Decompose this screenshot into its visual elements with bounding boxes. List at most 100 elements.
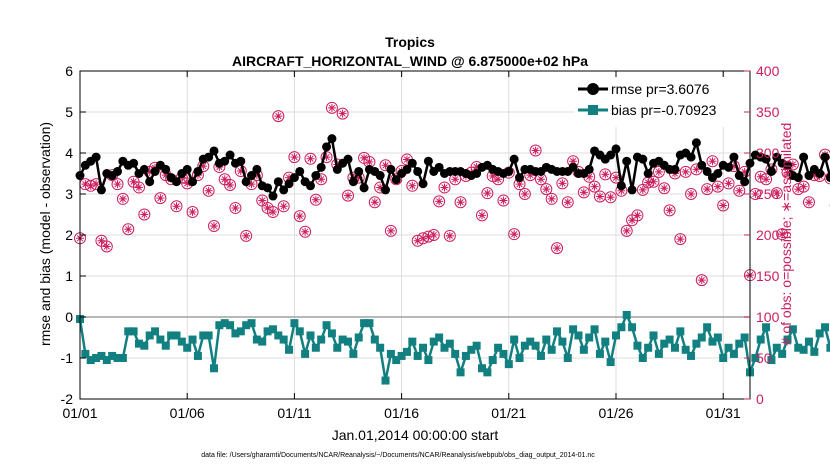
x-axis-label: Jan.01,2014 00:00:00 start bbox=[332, 427, 499, 443]
rmse-point bbox=[402, 164, 412, 174]
obs-assimilated-point bbox=[365, 158, 374, 167]
rmse-point bbox=[241, 177, 251, 187]
rmse-point bbox=[161, 164, 171, 174]
obs-possible-point bbox=[508, 228, 521, 241]
rmse-point bbox=[804, 171, 814, 181]
rmse-point bbox=[825, 173, 830, 183]
obs-assimilated-point bbox=[268, 208, 277, 217]
bias-point bbox=[461, 351, 470, 360]
bias-point bbox=[108, 351, 117, 360]
obs-assimilated-point bbox=[145, 167, 154, 176]
bias-point bbox=[301, 349, 310, 358]
rmse-point bbox=[606, 150, 616, 160]
obs-assimilated-point bbox=[740, 167, 749, 176]
bias-point bbox=[531, 341, 540, 350]
obs-possible-point bbox=[240, 229, 253, 242]
obs-possible-point bbox=[325, 101, 338, 114]
bias-point bbox=[252, 335, 261, 344]
bias-point bbox=[762, 323, 771, 332]
obs-assimilated-point bbox=[402, 155, 411, 164]
obs-possible-point bbox=[620, 224, 633, 237]
obs-assimilated-point bbox=[440, 183, 449, 192]
obs-assimilated-point bbox=[794, 185, 803, 194]
obs-possible-point bbox=[674, 233, 687, 246]
obs-possible-point bbox=[556, 177, 569, 190]
obs-possible-point bbox=[711, 180, 724, 193]
rmse-point bbox=[702, 166, 712, 176]
obs-possible-point bbox=[186, 206, 199, 219]
obs-possible-point bbox=[138, 208, 151, 221]
rmse-point bbox=[509, 154, 519, 164]
x-tick-label: 01/16 bbox=[384, 405, 419, 421]
bias-point bbox=[563, 354, 572, 362]
obs-assimilated-point bbox=[161, 171, 170, 180]
obs-assimilated-point bbox=[751, 190, 760, 198]
bias-point bbox=[687, 351, 696, 360]
obs-possible-point bbox=[443, 229, 456, 242]
obs-assimilated-point bbox=[156, 194, 165, 203]
rmse-point bbox=[252, 164, 262, 174]
obs-possible-point bbox=[208, 219, 220, 232]
obs-assimilated-point bbox=[810, 171, 819, 180]
bias-point bbox=[456, 368, 465, 377]
x-tick-label: 01/06 bbox=[170, 405, 205, 421]
bias-point bbox=[424, 356, 433, 365]
bias-point bbox=[279, 335, 288, 344]
rmse-point bbox=[622, 156, 632, 166]
x-tick-label: 01/01 bbox=[62, 405, 97, 421]
rmse-point bbox=[799, 152, 809, 162]
rmse-point bbox=[740, 177, 750, 187]
y-right-tick-label: 300 bbox=[756, 145, 780, 161]
obs-possible-point bbox=[272, 110, 285, 123]
obs-assimilated-point bbox=[445, 231, 454, 240]
bias-point bbox=[188, 335, 197, 344]
obs-possible-point bbox=[561, 196, 574, 209]
bias-point bbox=[92, 354, 101, 362]
bias-point bbox=[510, 335, 519, 344]
bias-point bbox=[413, 351, 422, 360]
bias-point bbox=[681, 345, 690, 354]
obs-possible-point bbox=[652, 165, 665, 178]
bias-point bbox=[183, 343, 192, 352]
bias-point bbox=[344, 337, 352, 346]
obs-possible-point bbox=[368, 196, 381, 209]
obs-possible-point bbox=[663, 204, 676, 217]
rmse-point bbox=[686, 152, 696, 162]
bias-point bbox=[494, 343, 503, 352]
y-right-tick-label: 250 bbox=[756, 186, 780, 202]
obs-possible-point bbox=[604, 191, 617, 204]
obs-assimilated-point bbox=[322, 153, 331, 162]
x-tick-label: 01/26 bbox=[598, 405, 633, 421]
obs-assimilated-point bbox=[376, 183, 385, 192]
bias-point bbox=[177, 337, 186, 346]
rmse-point bbox=[713, 169, 723, 178]
obs-possible-point bbox=[685, 188, 698, 200]
obs-possible-point bbox=[540, 183, 553, 196]
obs-possible-point bbox=[695, 274, 708, 287]
obs-assimilated-point bbox=[231, 203, 240, 212]
rmse-point bbox=[413, 166, 423, 176]
bias-point bbox=[118, 354, 127, 362]
bias-point bbox=[365, 319, 374, 328]
obs-assimilated-point bbox=[279, 202, 288, 211]
rmse-point bbox=[284, 179, 294, 189]
obs-assimilated-point bbox=[649, 177, 658, 186]
bias-point bbox=[102, 356, 111, 365]
obs-assimilated-point bbox=[520, 190, 529, 198]
bias-point bbox=[767, 356, 776, 365]
rmse-point bbox=[375, 171, 385, 181]
bias-point bbox=[579, 345, 588, 354]
obs-assimilated-point bbox=[252, 171, 261, 180]
bias-point bbox=[483, 368, 492, 377]
rmse-point bbox=[820, 152, 830, 162]
bias-point bbox=[113, 354, 122, 362]
obs-assimilated-point bbox=[285, 173, 294, 182]
obs-assimilated-point bbox=[456, 198, 465, 207]
obs-assimilated-point bbox=[687, 190, 696, 198]
obs-possible-point bbox=[438, 181, 451, 194]
obs-possible-point bbox=[776, 228, 789, 241]
obs-assimilated-point bbox=[799, 182, 808, 191]
y-right-tick-label: 0 bbox=[756, 391, 764, 407]
obs-assimilated-point bbox=[579, 188, 588, 197]
obs-possible-point bbox=[122, 223, 135, 236]
